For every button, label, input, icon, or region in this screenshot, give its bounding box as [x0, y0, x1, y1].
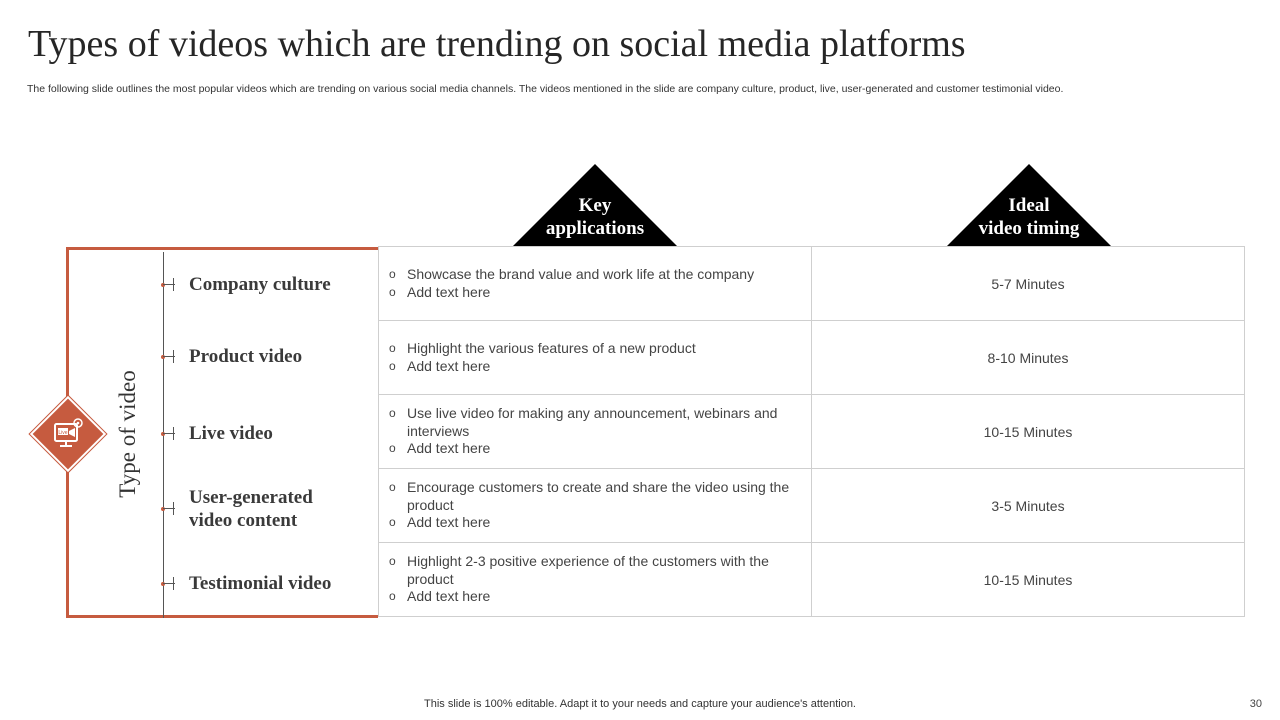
ideal-timing-header-line2: video timing	[978, 218, 1080, 239]
type-name-line: Live video	[189, 423, 273, 444]
table-row: Use live video for making any announceme…	[378, 394, 1245, 469]
type-name-company-culture: Company culture	[189, 273, 331, 296]
row-marker	[161, 577, 175, 591]
ideal-timing-header-triangle	[947, 164, 1111, 246]
live-video-icon: Live	[54, 418, 83, 447]
type-name-live-video: Live video	[189, 422, 273, 445]
row-marker	[161, 502, 175, 516]
list-item: Add text here	[389, 284, 811, 302]
ideal-timing-cell: 5-7 Minutes	[811, 246, 1245, 321]
list-item: Highlight 2-3 positive experience of the…	[389, 553, 811, 588]
list-item: Add text here	[389, 514, 811, 532]
type-name-user-generated: User-generated video content	[189, 486, 313, 532]
type-name-line: video content	[189, 510, 298, 531]
type-name-line: Product video	[189, 346, 303, 367]
ideal-timing-header-line1: Ideal	[1008, 195, 1050, 216]
type-of-video-label: Type of video	[115, 370, 140, 498]
list-item: Add text here	[389, 358, 811, 376]
type-name-line: User-generated	[189, 487, 313, 508]
slide-title: Types of videos which are trending on so…	[28, 23, 966, 65]
slide-footer: This slide is 100% editable. Adapt it to…	[424, 698, 856, 710]
key-applications-cell: Encourage customers to create and share …	[378, 468, 812, 543]
key-applications-header-triangle	[513, 164, 677, 246]
ideal-timing-header: Ideal video timing	[949, 194, 1109, 240]
key-applications-cell: Highlight 2-3 positive experience of the…	[378, 542, 812, 617]
ideal-timing-cell: 10-15 Minutes	[811, 394, 1245, 469]
list-item: Encourage customers to create and share …	[389, 479, 811, 514]
key-applications-cell: Highlight the various features of a new …	[378, 320, 812, 395]
slide-subtitle: The following slide outlines the most po…	[27, 83, 1064, 95]
table-row: Highlight the various features of a new …	[378, 320, 1245, 395]
ideal-timing-cell: 3-5 Minutes	[811, 468, 1245, 543]
key-applications-header: Key applications	[515, 194, 675, 240]
key-applications-header-line1: Key	[578, 195, 612, 216]
table-row: Showcase the brand value and work life a…	[378, 246, 1245, 321]
list-item: Use live video for making any announceme…	[389, 405, 811, 440]
table-row: Encourage customers to create and share …	[378, 468, 1245, 543]
live-icon-text: Live	[58, 430, 67, 436]
ideal-timing-cell: 8-10 Minutes	[811, 320, 1245, 395]
type-name-product-video: Product video	[189, 345, 302, 368]
list-item: Add text here	[389, 588, 811, 606]
type-name-line: Company culture	[189, 274, 331, 295]
type-name-line: Testimonial video	[189, 573, 332, 594]
key-applications-header-line2: applications	[545, 218, 645, 239]
page-number: 30	[1249, 698, 1262, 710]
table-row: Highlight 2-3 positive experience of the…	[378, 542, 1245, 617]
key-applications-cell: Use live video for making any announceme…	[378, 394, 812, 469]
list-item: Highlight the various features of a new …	[389, 340, 811, 358]
key-applications-cell: Showcase the brand value and work life a…	[378, 246, 812, 321]
row-marker	[161, 427, 175, 441]
type-name-testimonial-video: Testimonial video	[189, 572, 331, 595]
list-item: Showcase the brand value and work life a…	[389, 266, 811, 284]
video-types-table: Showcase the brand value and work life a…	[378, 246, 1245, 617]
list-item: Add text here	[389, 440, 811, 458]
row-marker	[161, 278, 175, 292]
ideal-timing-cell: 10-15 Minutes	[811, 542, 1245, 617]
row-marker	[161, 350, 175, 364]
